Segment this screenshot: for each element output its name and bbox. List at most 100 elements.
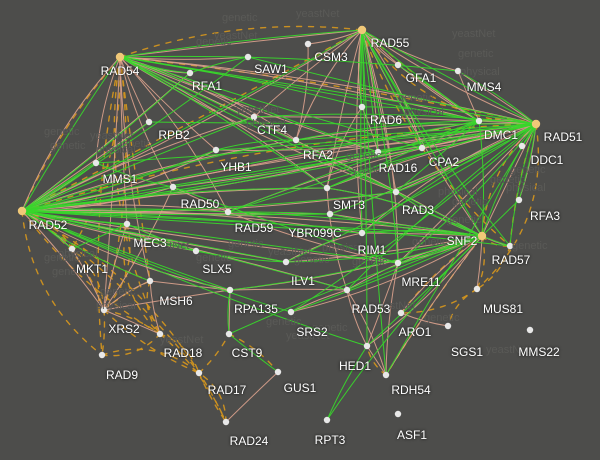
edge-yeastnet <box>476 123 540 290</box>
graph-node[interactable] <box>156 330 164 338</box>
graph-node[interactable] <box>326 210 334 218</box>
edge-genetic <box>295 120 480 141</box>
edge-genetic <box>21 187 328 212</box>
edge-yeastnet <box>476 245 511 290</box>
edge-genetic <box>290 123 537 313</box>
graph-node[interactable] <box>394 259 402 267</box>
graph-node[interactable] <box>212 146 220 154</box>
graph-node[interactable] <box>444 322 452 330</box>
graph-node[interactable] <box>477 231 487 241</box>
graph-node[interactable] <box>323 184 331 192</box>
graph-node[interactable] <box>98 351 106 359</box>
graph-node[interactable] <box>392 188 400 196</box>
edge-genetic <box>329 123 537 215</box>
edge-physical <box>361 123 537 234</box>
graph-node[interactable] <box>343 286 351 294</box>
edge-physical <box>361 106 379 153</box>
edge-genetic <box>119 56 363 108</box>
graph-node[interactable] <box>225 330 233 338</box>
edge-physical <box>385 235 483 376</box>
graph-node[interactable] <box>145 118 153 126</box>
edge-genetic <box>95 123 537 164</box>
graph-node[interactable] <box>226 286 234 294</box>
graph-node[interactable] <box>100 306 108 314</box>
graph-node[interactable] <box>374 148 382 156</box>
graph-node[interactable] <box>186 69 194 77</box>
edge-physical <box>21 139 297 212</box>
edge-genetic <box>346 123 537 291</box>
edge-yeastnet <box>159 333 227 423</box>
network-nodes-layer <box>17 25 541 426</box>
edge-genetic <box>395 191 483 237</box>
graph-node[interactable] <box>454 67 462 75</box>
graph-node[interactable] <box>304 40 312 48</box>
edge-genetic <box>285 123 537 263</box>
graph-node[interactable] <box>192 247 200 255</box>
graph-node[interactable] <box>195 369 203 377</box>
edge-genetic <box>195 250 287 263</box>
edge-yeastnet <box>101 348 200 374</box>
graph-node[interactable] <box>418 144 426 152</box>
edge-physical <box>119 56 150 123</box>
graph-node[interactable] <box>531 119 541 129</box>
graph-node[interactable] <box>397 309 405 317</box>
graph-node[interactable] <box>244 53 252 61</box>
graph-node[interactable] <box>382 371 390 379</box>
edge-yeastnet <box>476 235 486 290</box>
edge-yeastnet <box>21 29 363 212</box>
graph-node[interactable] <box>473 285 481 293</box>
graph-node[interactable] <box>274 368 282 376</box>
graph-node[interactable] <box>250 113 258 121</box>
graph-node[interactable] <box>224 208 232 216</box>
edge-physical <box>457 70 480 122</box>
graph-node[interactable] <box>394 61 402 69</box>
edge-genetic <box>148 121 537 125</box>
edge-yeastnet <box>71 248 105 311</box>
edge-genetic <box>326 123 537 189</box>
graph-node[interactable] <box>169 183 177 191</box>
graph-node[interactable] <box>363 342 371 350</box>
graph-node[interactable] <box>394 410 402 418</box>
edge-genetic <box>21 149 217 212</box>
graph-node[interactable] <box>292 136 300 144</box>
edge-genetic <box>21 120 480 212</box>
edge-yeastnet <box>101 333 161 357</box>
edge-physical <box>361 29 537 125</box>
edge-genetic <box>326 187 483 237</box>
graph-node[interactable] <box>357 25 367 35</box>
graph-node[interactable] <box>526 326 534 334</box>
edge-yeastnet <box>146 280 161 335</box>
graph-node[interactable] <box>475 117 483 125</box>
edge-yeastnet <box>119 56 151 282</box>
graph-node[interactable] <box>358 103 366 111</box>
graph-node[interactable] <box>68 245 76 253</box>
graph-node[interactable] <box>115 52 125 62</box>
edge-yeastnet <box>198 333 230 374</box>
graph-node[interactable] <box>323 416 331 424</box>
graph-node[interactable] <box>518 142 526 150</box>
graph-node[interactable] <box>123 220 131 228</box>
edge-yeastnet <box>21 210 227 423</box>
edge-physical <box>229 288 348 291</box>
edge-physical <box>476 235 483 290</box>
edge-physical <box>103 56 121 311</box>
graph-node[interactable] <box>17 206 27 216</box>
graph-node[interactable] <box>222 418 230 426</box>
graph-node[interactable] <box>287 308 295 316</box>
edge-genetic <box>21 56 121 212</box>
graph-node[interactable] <box>92 159 100 167</box>
graph-node[interactable] <box>146 277 154 285</box>
edge-physical <box>21 210 399 264</box>
edge-genetic <box>21 191 397 212</box>
edge-genetic <box>361 29 537 125</box>
graph-node[interactable] <box>515 196 523 204</box>
edge-physical <box>119 29 363 58</box>
edge-physical <box>21 29 363 212</box>
graph-node[interactable] <box>506 242 514 250</box>
graph-node[interactable] <box>282 258 290 266</box>
graph-node[interactable] <box>358 229 366 237</box>
edge-yeastnet <box>103 309 200 374</box>
edge-genetic <box>360 29 363 234</box>
